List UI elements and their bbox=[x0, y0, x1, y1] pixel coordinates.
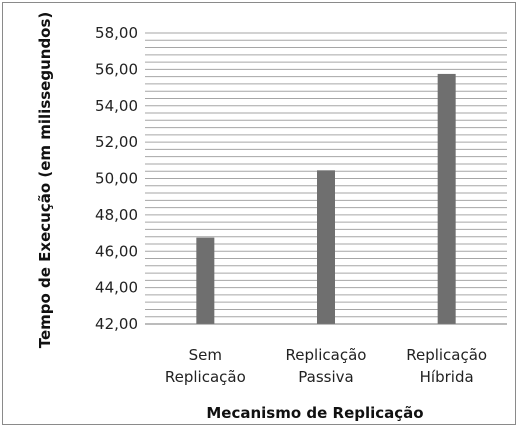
y-tick-label: 48,00 bbox=[95, 206, 138, 224]
y-tick-labels: 42,00 44,00 46,00 48,00 50,00 52,00 54,00 56,00… bbox=[95, 24, 138, 333]
y-tick-label: 42,00 bbox=[95, 315, 138, 333]
y-tick-label: 46,00 bbox=[95, 242, 138, 260]
y-tick-label: 44,00 bbox=[95, 279, 138, 297]
bar bbox=[437, 73, 456, 324]
y-tick-label: 50,00 bbox=[95, 170, 138, 188]
chart-frame bbox=[2, 2, 516, 425]
y-tick-label: 52,00 bbox=[95, 133, 138, 151]
x-axis-title: Mecanismo de Replicação bbox=[206, 404, 423, 422]
x-category-label: Replicação Híbrida bbox=[406, 346, 487, 386]
x-category-labels: Sem Replicação Replicação Passiva Replicação… bbox=[165, 346, 487, 386]
x-category-label: Replicação Passiva bbox=[286, 346, 367, 386]
y-tick-label: 58,00 bbox=[95, 24, 138, 42]
bar bbox=[196, 237, 215, 324]
bar bbox=[317, 170, 335, 324]
y-tick-label: 54,00 bbox=[95, 97, 138, 115]
x-category-label: Sem Replicação bbox=[165, 346, 246, 386]
bars bbox=[196, 73, 456, 324]
y-axis-title: Tempo de Execução (em milissegundos) bbox=[36, 12, 54, 349]
y-tick-label: 56,00 bbox=[95, 60, 138, 78]
